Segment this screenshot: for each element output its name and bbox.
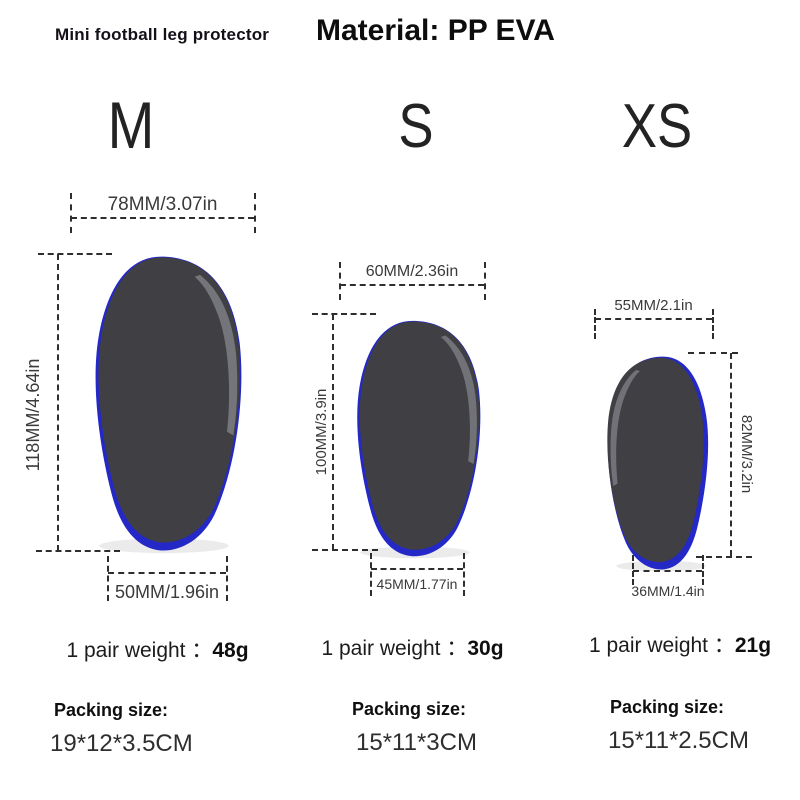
s-weight-value: 30g <box>467 637 504 660</box>
xs-weight-value: 21g <box>734 634 772 657</box>
s-weight: 1 pair weight ：30g <box>310 632 515 662</box>
size-label-xs: XS <box>621 92 693 161</box>
s-width-tick-left <box>339 262 341 300</box>
shin-guard-xs <box>607 356 709 572</box>
xs-packing-value: 15*11*2.5CM <box>608 727 749 754</box>
s-height-label: 100MM/3.9in <box>313 388 330 476</box>
m-height-tick-bottom <box>36 550 120 552</box>
xs-bottom-line <box>633 570 702 572</box>
s-width-line <box>340 284 484 286</box>
size-label-s: S <box>398 92 434 161</box>
m-weight-prefix: 1 pair weight ： <box>66 639 213 662</box>
xs-bottom-tick-right <box>702 555 704 585</box>
xs-weight-prefix: 1 pair weight ： <box>588 634 735 657</box>
xs-width-label: 55MM/2.1in <box>614 297 693 314</box>
s-height-tick-bottom <box>312 549 378 551</box>
xs-width-tick-right <box>712 309 714 339</box>
xs-height-tick-top <box>688 352 738 354</box>
xs-height-tick-bottom <box>696 556 752 558</box>
s-bottom-label: 45MM/1.77in <box>376 576 458 592</box>
m-height-line <box>57 254 59 551</box>
m-weight: 1 pair weight ：48g <box>40 634 275 664</box>
xs-height-line <box>730 353 732 556</box>
xs-packing-title: Packing size: <box>610 697 725 717</box>
xs-width-line <box>595 318 712 320</box>
m-width-tick-right <box>254 193 256 233</box>
material-title: Material: PP EVA <box>316 14 555 47</box>
shin-guard-m <box>95 256 242 554</box>
m-width-tick-left <box>70 193 72 233</box>
product-subtitle: Mini football leg protector <box>55 25 270 44</box>
m-height-tick-top <box>38 253 112 255</box>
m-bottom-line <box>108 572 226 574</box>
s-height-line <box>332 314 334 550</box>
s-weight-prefix: 1 pair weight ： <box>321 637 468 660</box>
shin-guard-s <box>357 320 481 559</box>
s-packing-value: 15*11*3CM <box>356 729 477 756</box>
s-bottom-line <box>371 568 463 570</box>
xs-width-tick-left <box>594 309 596 339</box>
m-bottom-label: 50MM/1.96in <box>114 582 220 602</box>
s-bottom-tick-right <box>463 553 465 596</box>
s-height-tick-top <box>312 313 376 315</box>
m-bottom-tick-left <box>107 556 109 601</box>
m-bottom-tick-right <box>226 556 228 601</box>
s-width-tick-right <box>484 262 486 300</box>
xs-weight: 1 pair weight ：21g <box>575 629 785 659</box>
m-width-line <box>71 217 254 219</box>
m-height-label: 118MM/4.64in <box>23 358 43 472</box>
m-packing-title: Packing size: <box>54 700 169 720</box>
s-width-label: 60MM/2.36in <box>365 263 459 280</box>
xs-height-label: 82MM/3.2in <box>738 414 755 494</box>
s-packing-title: Packing size: <box>352 699 467 719</box>
size-label-m: M <box>107 88 155 162</box>
xs-bottom-label: 36MM/1.4in <box>631 583 705 599</box>
m-packing-value: 19*12*3.5CM <box>50 730 193 757</box>
s-bottom-tick-left <box>370 553 372 596</box>
m-width-label: 78MM/3.07in <box>107 194 218 215</box>
m-weight-value: 48g <box>212 639 249 662</box>
